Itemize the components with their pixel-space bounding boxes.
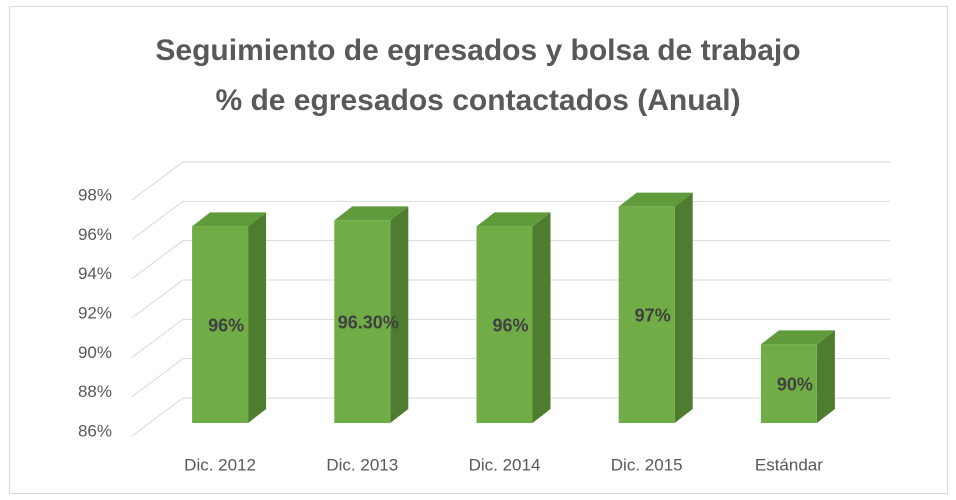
bar-front (476, 226, 533, 423)
y-tick-label: 92% (78, 303, 112, 322)
data-label: 97% (635, 306, 671, 326)
bar-side (674, 192, 693, 423)
y-tick-label: 86% (78, 421, 112, 440)
data-label: 96.30% (338, 312, 399, 332)
y-tick-label: 90% (78, 343, 112, 362)
bar-top (760, 330, 835, 345)
data-label: 90% (777, 374, 813, 394)
bar (760, 330, 835, 423)
y-tick-label: 98% (78, 185, 112, 204)
bar-top (476, 212, 551, 227)
x-tick-label: Dic. 2014 (469, 455, 541, 474)
data-label: 96% (208, 315, 244, 335)
bar-side (248, 212, 267, 423)
chart-subtitle: % de egresados contactados (Anual) (215, 84, 740, 117)
chart-title: Seguimiento de egresados y bolsa de trab… (155, 34, 800, 67)
bar (476, 212, 551, 423)
bar-side (390, 206, 409, 423)
y-tick-label: 88% (78, 382, 112, 401)
bar-side (532, 212, 551, 423)
data-label: 96% (492, 315, 528, 335)
bar-front (760, 344, 817, 423)
x-tick-label: Dic. 2013 (326, 455, 398, 474)
bar-top (334, 206, 409, 221)
bar-front (334, 220, 391, 423)
bar-front (192, 226, 249, 423)
bar (334, 206, 409, 423)
x-tick-label: Dic. 2015 (611, 455, 683, 474)
bar-front (618, 206, 675, 423)
bar (618, 192, 693, 423)
x-tick-label: Estándar (755, 455, 823, 474)
x-tick-label: Dic. 2012 (184, 455, 256, 474)
y-tick-label: 96% (78, 225, 112, 244)
y-tick-label: 94% (78, 264, 112, 283)
grid-line (131, 161, 890, 201)
bar-top (192, 212, 267, 227)
bar-top (618, 192, 693, 207)
bar-side (816, 330, 835, 423)
bar (192, 212, 267, 423)
